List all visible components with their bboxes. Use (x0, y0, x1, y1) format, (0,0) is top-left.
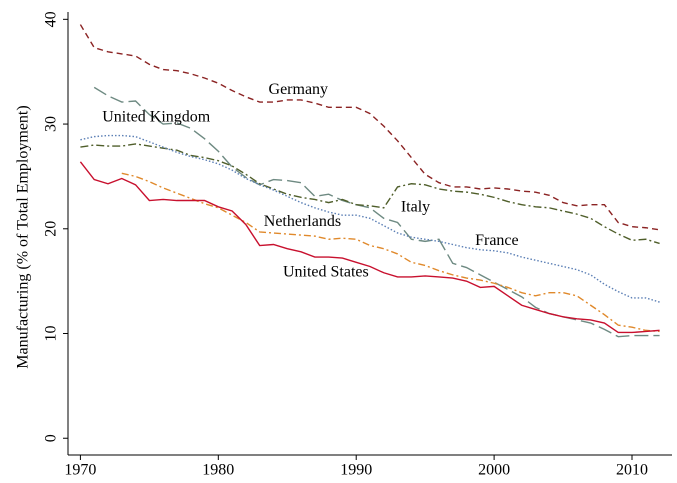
x-tick-label: 1990 (340, 462, 372, 479)
series-label: United Kingdom (102, 108, 211, 125)
x-tick-label: 1970 (64, 462, 96, 479)
series-label: France (475, 232, 519, 249)
y-tick-label: 30 (43, 116, 60, 132)
series-line (121, 172, 660, 333)
y-axis-label: Manufacturing (% of Total Employment) (15, 105, 32, 368)
series-label: Netherlands (264, 213, 341, 230)
series-line (80, 143, 660, 245)
x-tick-label: 1980 (202, 462, 234, 479)
y-tick-label: 10 (43, 326, 60, 342)
series-line (80, 134, 660, 303)
series-line (79, 24, 660, 231)
series-line (79, 161, 660, 334)
x-tick-label: 2000 (478, 462, 510, 479)
series-label: Germany (269, 81, 329, 98)
y-tick-label: 20 (43, 221, 60, 237)
y-tick-label: 40 (43, 11, 60, 27)
y-tick-label: 0 (43, 434, 60, 442)
x-tick-label: 2010 (616, 462, 648, 479)
series-label: Italy (401, 199, 430, 216)
series-label: United States (283, 263, 369, 280)
